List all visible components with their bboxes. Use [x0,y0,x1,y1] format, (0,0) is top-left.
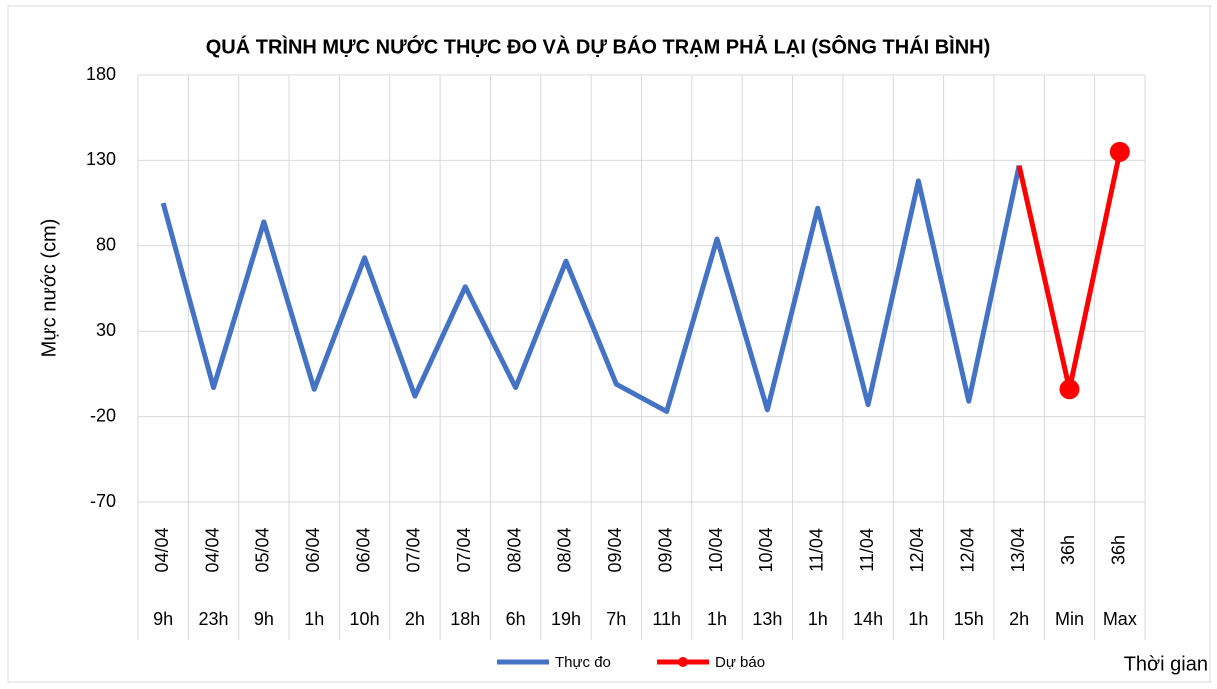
x-tick-label: 12/04 [958,527,978,572]
x-tick-sublabel: 9h [153,609,173,629]
x-tick-label: 10/04 [706,527,726,572]
legend-label: Thực đo [555,654,611,671]
x-tick-label: 11/04 [806,528,826,572]
x-tick-sublabel: 14h [853,609,883,629]
x-tick-label: 05/04 [253,527,273,572]
x-tick-sublabel: 19h [551,609,581,629]
x-axis-label: Thời gian [1124,653,1208,675]
x-tick-sublabel: Min [1055,609,1084,629]
x-tick-label: 36h [1109,535,1129,565]
x-tick-label: 09/04 [655,527,675,572]
y-tick-label: 30 [96,320,116,340]
y-tick-label: 80 [96,235,116,255]
x-tick-sublabel: 6h [506,609,526,629]
y-tick-label: -70 [90,491,116,511]
x-tick-label: 07/04 [404,527,424,572]
x-tick-sublabel: 10h [350,609,380,629]
x-tick-sublabel: 7h [606,609,626,629]
y-tick-label: -20 [90,405,116,425]
x-tick-sublabel: 15h [954,609,984,629]
y-axis-label: Mực nước (cm) [38,219,60,358]
x-tick-label: 06/04 [353,527,373,572]
chart-title: QUÁ TRÌNH MỰC NƯỚC THỰC ĐO VÀ DỰ BÁO TRẠ… [206,34,991,58]
x-tick-label: 04/04 [152,527,172,572]
legend-marker [678,657,688,667]
x-tick-sublabel: 2h [1009,609,1029,629]
x-tick-label: 10/04 [756,527,776,572]
x-tick-sublabel: 9h [254,609,274,629]
x-tick-label: 06/04 [303,527,323,572]
x-tick-sublabel: 1h [707,609,727,629]
x-tick-sublabel: 18h [450,609,480,629]
x-tick-sublabel: 1h [304,609,324,629]
x-tick-label: 13/04 [1008,527,1028,572]
x-tick-sublabel: 23h [199,609,229,629]
x-tick-label: 36h [1058,535,1078,565]
chart-border [7,5,1211,683]
x-tick-label: 07/04 [454,527,474,572]
x-tick-label: 08/04 [555,527,575,572]
x-tick-sublabel: Max [1103,609,1137,629]
x-tick-sublabel: 1h [908,609,928,629]
x-tick-label: 12/04 [907,527,927,572]
data-point [1059,379,1080,400]
y-tick-label: 130 [86,149,116,169]
legend-label: Dự báo [715,654,765,671]
x-tick-sublabel: 1h [808,609,828,629]
series-line [160,165,1022,414]
x-tick-sublabel: 2h [405,609,425,629]
x-tick-label: 04/04 [202,527,222,572]
x-tick-label: 08/04 [504,527,524,572]
x-tick-label: 11/04 [857,528,877,572]
x-tick-label: 09/04 [605,527,625,572]
x-tick-sublabel: 13h [752,609,782,629]
y-tick-label: 180 [86,64,116,84]
x-tick-sublabel: 11h [652,609,681,629]
data-point [1109,141,1130,162]
